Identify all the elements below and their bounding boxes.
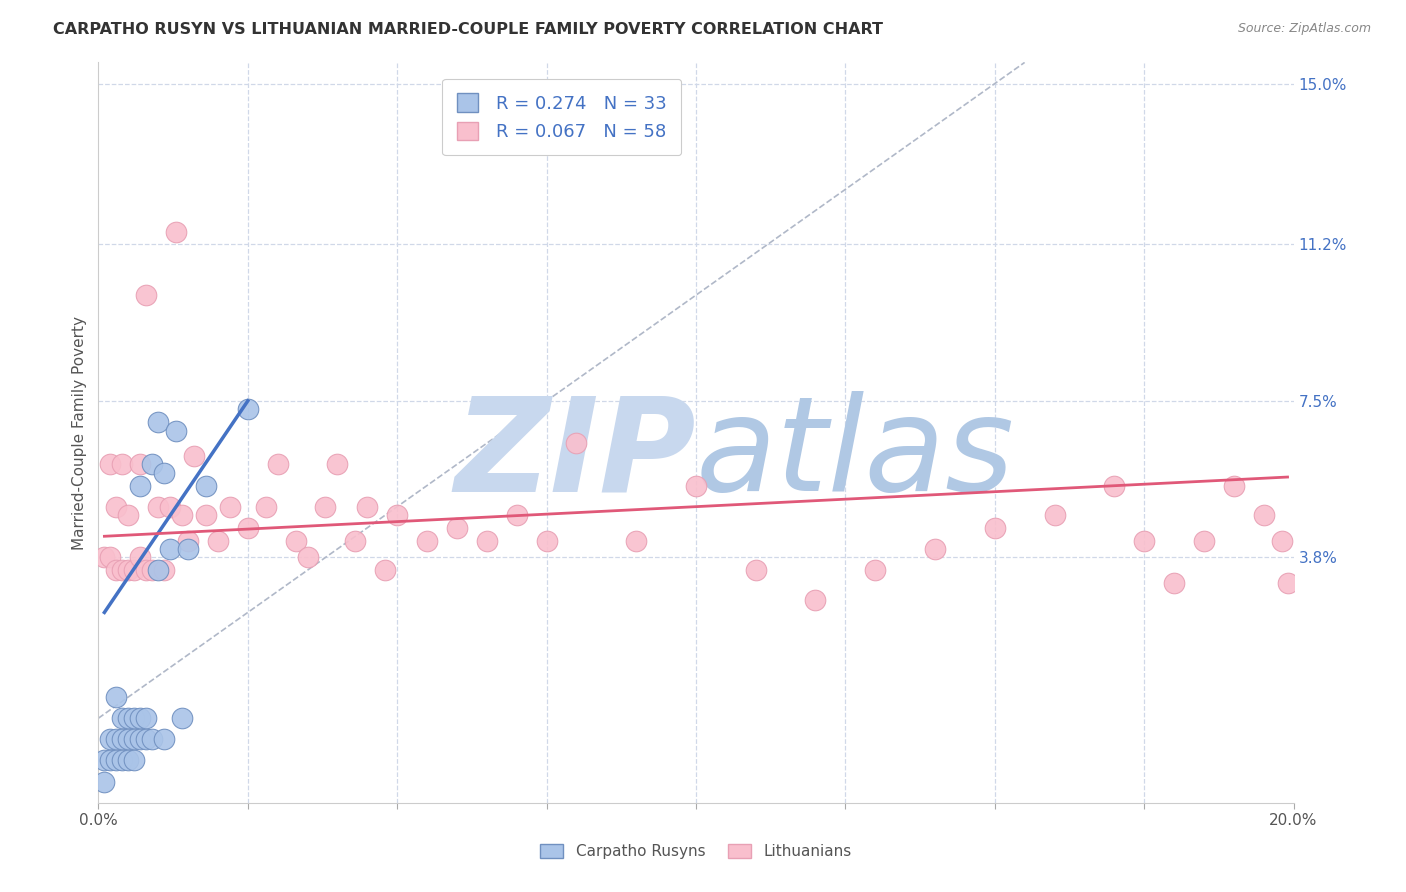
- Point: [141, 563, 163, 577]
- Point: [344, 533, 367, 548]
- Point: [284, 533, 307, 548]
- Point: [135, 711, 157, 725]
- Point: [267, 458, 290, 472]
- Legend: Carpatho Rusyns, Lithuanians: Carpatho Rusyns, Lithuanians: [534, 838, 858, 865]
- Point: [183, 449, 205, 463]
- Point: [685, 478, 707, 492]
- Point: [1192, 533, 1215, 548]
- Point: [98, 458, 122, 472]
- Point: [111, 732, 134, 747]
- Point: [159, 541, 181, 556]
- Text: CARPATHO RUSYN VS LITHUANIAN MARRIED-COUPLE FAMILY POVERTY CORRELATION CHART: CARPATHO RUSYN VS LITHUANIAN MARRIED-COU…: [53, 22, 883, 37]
- Point: [446, 521, 468, 535]
- Point: [165, 225, 187, 239]
- Point: [315, 500, 337, 514]
- Point: [804, 592, 827, 607]
- Point: [111, 563, 134, 577]
- Point: [236, 521, 259, 535]
- Point: [1163, 575, 1185, 590]
- Point: [105, 754, 128, 768]
- Point: [135, 732, 157, 747]
- Point: [356, 500, 378, 514]
- Point: [172, 711, 194, 725]
- Point: [254, 500, 277, 514]
- Point: [124, 711, 146, 725]
- Point: [984, 521, 1007, 535]
- Point: [172, 508, 194, 522]
- Point: [207, 533, 229, 548]
- Text: Source: ZipAtlas.com: Source: ZipAtlas.com: [1237, 22, 1371, 36]
- Point: [865, 563, 887, 577]
- Point: [924, 541, 946, 556]
- Point: [506, 508, 529, 522]
- Point: [153, 466, 176, 480]
- Point: [135, 563, 157, 577]
- Point: [475, 533, 498, 548]
- Point: [124, 732, 146, 747]
- Point: [105, 690, 128, 704]
- Point: [148, 415, 170, 429]
- Point: [626, 533, 648, 548]
- Point: [177, 533, 200, 548]
- Text: ZIP: ZIP: [454, 392, 696, 518]
- Point: [148, 563, 170, 577]
- Point: [177, 541, 200, 556]
- Point: [117, 711, 139, 725]
- Point: [111, 711, 134, 725]
- Point: [98, 732, 122, 747]
- Point: [297, 550, 319, 565]
- Point: [93, 754, 115, 768]
- Point: [117, 754, 139, 768]
- Point: [129, 711, 152, 725]
- Point: [326, 458, 349, 472]
- Point: [565, 436, 588, 450]
- Point: [105, 732, 128, 747]
- Point: [117, 508, 139, 522]
- Point: [236, 402, 259, 417]
- Point: [745, 563, 768, 577]
- Point: [153, 732, 176, 747]
- Point: [93, 774, 115, 789]
- Point: [111, 458, 134, 472]
- Point: [374, 563, 396, 577]
- Point: [129, 732, 152, 747]
- Point: [1271, 533, 1294, 548]
- Point: [129, 458, 152, 472]
- Point: [129, 478, 152, 492]
- Point: [117, 563, 139, 577]
- Point: [195, 478, 218, 492]
- Point: [1043, 508, 1066, 522]
- Point: [141, 732, 163, 747]
- Point: [385, 508, 409, 522]
- Point: [93, 550, 115, 565]
- Point: [111, 754, 134, 768]
- Point: [105, 500, 128, 514]
- Point: [141, 458, 163, 472]
- Point: [536, 533, 558, 548]
- Point: [117, 732, 139, 747]
- Text: atlas: atlas: [696, 392, 1015, 518]
- Point: [124, 754, 146, 768]
- Point: [219, 500, 242, 514]
- Point: [105, 563, 128, 577]
- Point: [98, 754, 122, 768]
- Point: [195, 508, 218, 522]
- Point: [1133, 533, 1156, 548]
- Y-axis label: Married-Couple Family Poverty: Married-Couple Family Poverty: [72, 316, 87, 549]
- Point: [165, 424, 187, 438]
- Point: [1277, 575, 1299, 590]
- Point: [1223, 478, 1246, 492]
- Point: [1104, 478, 1126, 492]
- Point: [153, 563, 176, 577]
- Point: [416, 533, 439, 548]
- Point: [148, 500, 170, 514]
- Point: [129, 550, 152, 565]
- Point: [98, 550, 122, 565]
- Point: [159, 500, 181, 514]
- Point: [124, 563, 146, 577]
- Point: [1253, 508, 1275, 522]
- Point: [135, 288, 157, 302]
